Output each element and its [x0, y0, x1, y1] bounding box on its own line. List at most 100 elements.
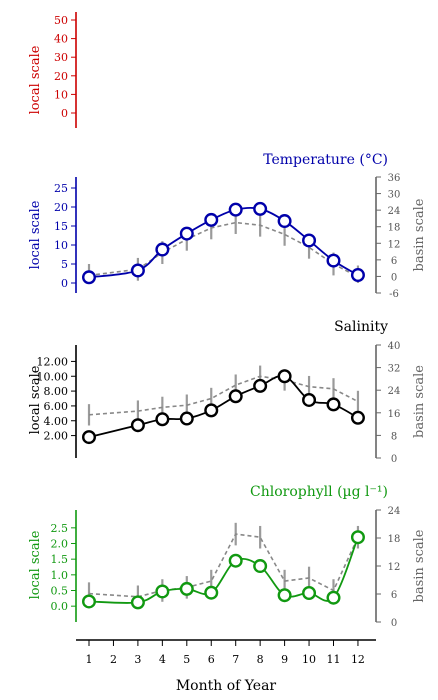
- right-tick-label: 18: [388, 223, 401, 234]
- left-tick-label: 8.00: [44, 385, 69, 398]
- left-tick-label: 0: [61, 107, 68, 120]
- x-tick-label: 11: [327, 653, 341, 666]
- local-data-point: [130, 418, 145, 433]
- panel-title: Temperature (°C): [263, 152, 388, 168]
- left-tick-label: 2.0: [51, 538, 69, 551]
- left-tick-label: 10: [54, 88, 68, 101]
- right-tick-label: 6: [391, 256, 397, 267]
- x-tick-label: 7: [232, 653, 239, 666]
- x-tick-label: 4: [159, 653, 166, 666]
- local-data-point: [179, 581, 194, 596]
- right-tick-label: 0: [391, 272, 397, 283]
- right-tick-label: 24: [388, 506, 401, 517]
- local-data-point: [179, 226, 194, 241]
- right-tick-label: 36: [388, 173, 401, 184]
- local-data-point: [228, 553, 243, 568]
- right-axis-label: basin scale: [412, 529, 427, 602]
- x-tick-label: 5: [183, 653, 190, 666]
- panel-temperature: 0 5 10 15 20 25 local scale Temperature (°C) -6 0…: [28, 152, 427, 300]
- left-tick-label: 4.00: [44, 415, 69, 428]
- local-data-point: [253, 201, 268, 216]
- local-series-line: [88, 206, 359, 279]
- local-data-point: [204, 403, 219, 418]
- right-tick-label: 12: [388, 562, 401, 573]
- local-data-point: [228, 202, 243, 217]
- basin-series-line: [88, 533, 359, 598]
- right-tick-label: 40: [388, 341, 401, 352]
- right-tick-label: 18: [388, 534, 401, 545]
- panel-chlorophyll: 0.0 0.5 1.0 1.5 2.0 2.5 local scale Chlorophyll…: [28, 484, 427, 629]
- local-data-point: [350, 268, 365, 283]
- x-tick-label: 2: [110, 653, 117, 666]
- local-data-point: [155, 242, 170, 257]
- local-data-point: [350, 530, 365, 545]
- local-data-point: [204, 212, 219, 227]
- left-tick-label: 50: [54, 14, 68, 27]
- left-tick-label: 30: [54, 51, 68, 64]
- local-data-point: [277, 369, 292, 384]
- local-data-point: [155, 584, 170, 599]
- panel-title: Chlorophyll (µg l⁻¹): [250, 484, 388, 500]
- local-data-point: [130, 263, 145, 278]
- left-tick-label: 20: [54, 70, 68, 83]
- right-tick-label: 24: [388, 206, 401, 217]
- local-data-point: [204, 585, 219, 600]
- right-tick-label: 24: [388, 386, 401, 397]
- right-tick-label: 8: [391, 431, 397, 442]
- x-tick-label: 6: [208, 653, 215, 666]
- local-data-point: [326, 397, 341, 412]
- right-tick-label: 0: [391, 618, 397, 629]
- local-data-point: [277, 588, 292, 603]
- panel-p1: 0 10 20 30 40 50 local scale: [28, 12, 77, 128]
- local-data-point: [81, 430, 96, 445]
- left-tick-label: 12.00: [37, 355, 69, 368]
- local-data-point: [81, 594, 96, 609]
- left-tick-label: 0: [61, 277, 68, 290]
- local-data-point: [302, 233, 317, 248]
- local-data-point: [302, 392, 317, 407]
- right-tick-label: 12: [388, 239, 401, 250]
- x-tick-label: 1: [86, 653, 93, 666]
- x-tick-label: 10: [302, 653, 316, 666]
- x-tick-label: 8: [257, 653, 264, 666]
- left-axis-label: local scale: [28, 45, 43, 114]
- left-tick-label: 40: [54, 33, 68, 46]
- right-tick-label: 30: [388, 190, 401, 201]
- local-data-point: [277, 214, 292, 229]
- x-tick-label: 9: [281, 653, 288, 666]
- local-data-point: [179, 411, 194, 426]
- left-tick-label: 25: [54, 182, 68, 195]
- x-axis-title: Month of Year: [176, 678, 277, 694]
- left-axis-label: local scale: [28, 365, 43, 434]
- right-tick-label: 32: [388, 364, 401, 375]
- local-series-line: [88, 374, 359, 438]
- local-data-point: [350, 410, 365, 425]
- left-tick-label: 5: [61, 258, 68, 271]
- right-tick-label: 16: [388, 409, 401, 420]
- left-tick-label: 20: [54, 201, 68, 214]
- right-tick-label: 0: [391, 454, 397, 465]
- local-data-point: [253, 559, 268, 574]
- left-tick-label: 1.5: [51, 553, 69, 566]
- x-tick-label: 3: [134, 653, 141, 666]
- left-tick-label: 1.0: [51, 569, 69, 582]
- left-axis-label: local scale: [28, 530, 43, 599]
- left-tick-label: 0.5: [51, 585, 69, 598]
- left-tick-label: 2.00: [44, 430, 69, 443]
- left-tick-label: 10: [54, 239, 68, 252]
- left-axis-label: local scale: [28, 200, 43, 269]
- local-data-point: [253, 378, 268, 393]
- left-tick-label: 6.00: [44, 400, 69, 413]
- right-tick-label: -6: [389, 289, 399, 300]
- local-data-point: [302, 586, 317, 601]
- basin-series-line: [88, 375, 359, 416]
- local-data-point: [326, 253, 341, 268]
- left-tick-label: 10.00: [37, 370, 69, 383]
- local-data-point: [81, 270, 96, 285]
- panel-title: Salinity: [334, 319, 388, 335]
- local-data-point: [326, 590, 341, 605]
- right-axis-label: basin scale: [412, 198, 427, 271]
- left-tick-label: 2.5: [51, 522, 69, 535]
